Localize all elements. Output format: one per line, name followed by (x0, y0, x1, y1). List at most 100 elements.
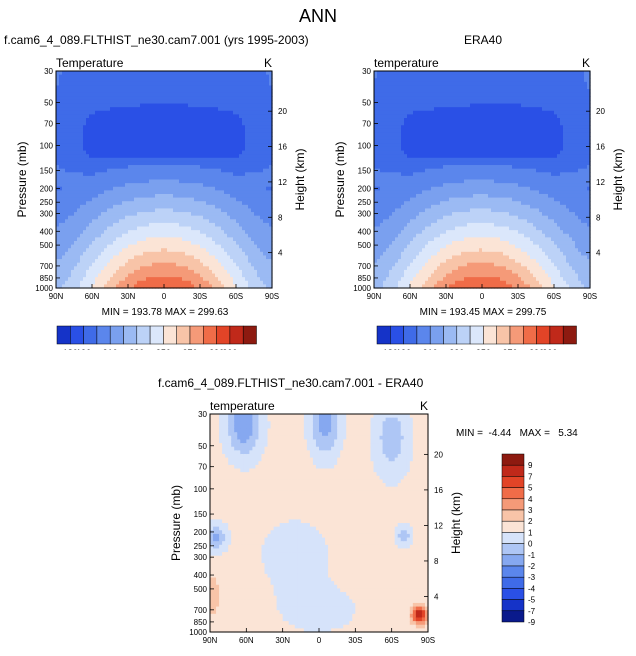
model-cell (74, 269, 78, 275)
model-cell (260, 128, 264, 134)
model-cell (173, 230, 177, 235)
model-cell (86, 273, 90, 278)
model-cell (221, 208, 225, 213)
model-cell (230, 240, 234, 246)
model-cell (62, 89, 66, 94)
obs-cell (395, 81, 399, 87)
obs-cell (392, 244, 396, 249)
obs-cell (398, 179, 402, 184)
model-cell (155, 248, 159, 253)
obs-cell (380, 190, 384, 195)
model-cell (116, 280, 120, 285)
model-cell (149, 107, 153, 112)
model-cell (197, 193, 201, 199)
model-cell (197, 248, 201, 253)
model-cell (254, 273, 258, 278)
model-cell (176, 222, 180, 228)
model-cell (113, 197, 117, 202)
model-cell (203, 118, 207, 123)
model-cell (173, 244, 177, 249)
model-cell (68, 197, 72, 202)
model-cell (233, 251, 237, 257)
obs-cell (398, 204, 402, 210)
model-cell (104, 143, 108, 148)
model-cell (173, 110, 177, 115)
model-cell (224, 280, 228, 285)
model-cell (254, 193, 258, 199)
model-cell (251, 212, 255, 217)
model-cell (230, 248, 234, 253)
model-cell (206, 193, 210, 199)
model-cell (239, 201, 243, 206)
model-cell (119, 114, 123, 119)
model-cell (179, 175, 183, 181)
model-cell (74, 121, 78, 126)
model-cell (164, 143, 168, 148)
model-cell (245, 78, 249, 83)
model-cell (83, 96, 87, 101)
model-cell (239, 136, 243, 141)
model-cell (134, 230, 138, 235)
model-cell (131, 259, 135, 264)
model-cell (101, 197, 105, 202)
model-cell (143, 226, 147, 231)
model-cell (128, 146, 132, 152)
obs-cell (374, 110, 378, 115)
model-cell (89, 255, 93, 260)
model-cell (131, 262, 135, 267)
model-cell (62, 71, 66, 76)
model-cell (263, 240, 267, 246)
model-cell (80, 183, 84, 188)
model-cell (206, 103, 210, 108)
obs-cell (383, 280, 387, 285)
model-cell (212, 266, 216, 271)
model-cell (254, 204, 258, 210)
obs-cell (383, 78, 387, 83)
model-cell (200, 150, 204, 155)
model-cell (98, 161, 102, 166)
model-cell (62, 154, 66, 159)
model-cell (83, 269, 87, 275)
model-cell (92, 183, 96, 188)
model-cell (128, 204, 132, 210)
model-cell (113, 103, 117, 108)
model-cell (122, 190, 126, 195)
model-cell (191, 114, 195, 119)
obs-cell (380, 132, 384, 137)
model-cell (80, 146, 84, 152)
obs-cell (374, 226, 378, 231)
model-cell (188, 183, 192, 188)
model-cell (236, 85, 240, 90)
model-cell (215, 136, 219, 141)
model-cell (74, 266, 78, 271)
obs-cell (392, 226, 396, 231)
model-cell (188, 139, 192, 144)
model-cell (203, 212, 207, 217)
model-cell (110, 118, 114, 123)
model-cell (80, 244, 84, 249)
model-cell (206, 248, 210, 253)
model-cell (83, 92, 87, 97)
model-cell (62, 208, 66, 213)
model-cell (221, 114, 225, 119)
obs-cell (374, 273, 378, 278)
model-cell (173, 251, 177, 257)
model-cell (254, 259, 258, 264)
model-cell (182, 150, 186, 155)
model-cell (155, 193, 159, 199)
model-cell (152, 128, 156, 134)
model-cell (155, 165, 159, 170)
model-cell (125, 92, 129, 97)
obs-cell (401, 226, 405, 231)
model-cell (179, 266, 183, 271)
model-cell (200, 118, 204, 123)
model-cell (212, 157, 216, 163)
model-cell (164, 154, 168, 159)
model-cell (68, 273, 72, 278)
model-cell (131, 89, 135, 94)
model-cell (242, 110, 246, 115)
obs-cell (389, 125, 393, 130)
model-cell (200, 172, 204, 177)
model-cell (125, 240, 129, 246)
model-cell (104, 219, 108, 224)
